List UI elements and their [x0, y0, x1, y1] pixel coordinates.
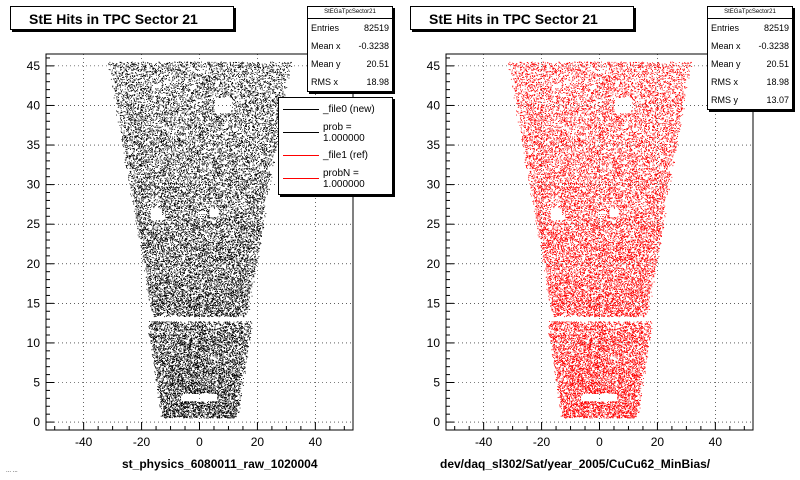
right-stats-row: Entries 82519 — [711, 23, 789, 33]
left-title: StE Hits in TPC Sector 21 — [10, 6, 234, 30]
left-y-tick-label: 30 — [27, 178, 41, 192]
left-x-tick-label: 40 — [309, 435, 323, 449]
right-y-tick-label: 15 — [427, 296, 441, 310]
right-y-tick-label: 5 — [433, 376, 440, 390]
right-stats-row: RMS x 18.98 — [711, 77, 789, 87]
left-y-tick-label: 25 — [27, 217, 41, 231]
right-y-tick-label: 35 — [427, 138, 441, 152]
right-plot: -40 -20 0 20 40 0 5 10 15 20 25 30 35 40 45 — [427, 53, 754, 449]
right-y-tick-label: 45 — [427, 59, 441, 73]
right-title: StE Hits in TPC Sector 21 — [410, 6, 634, 30]
right-hits — [508, 61, 693, 419]
left-x-tick-label: -20 — [133, 435, 151, 449]
left-y-tick-label: 0 — [33, 415, 40, 429]
right-x-tick-label: 20 — [651, 435, 665, 449]
right-x-tick-label: -20 — [533, 435, 551, 449]
right-y-tick-label: 0 — [433, 415, 440, 429]
left-stats-row: Mean x -0.3238 — [311, 41, 389, 51]
right-stats-name: StEGaTpcSector21 — [708, 7, 792, 19]
left-stats-row: Mean y 20.51 — [311, 59, 389, 69]
left-y-tick-label: 5 — [33, 376, 40, 390]
left-y-tick-label: 15 — [27, 296, 41, 310]
right-y-tick-label: 30 — [427, 178, 441, 192]
legend-entry: probN = 1.000000 — [279, 167, 392, 190]
footnote: ... ... — [6, 468, 18, 474]
right-y-tick-label: 10 — [427, 336, 441, 350]
right-stats-row: Mean x -0.3238 — [711, 41, 789, 51]
right-x-tick-label: -40 — [475, 435, 493, 449]
left-legend: _file0 (new) prob = 1.000000 _file1 (ref… — [278, 97, 393, 195]
left-x-tick-label: 20 — [251, 435, 265, 449]
left-hit-points — [108, 61, 293, 419]
left-stats-name: StEGaTpcSector21 — [308, 7, 392, 19]
left-y-tick-label: 40 — [27, 98, 41, 112]
right-panel: -40 -20 0 20 40 0 5 10 15 20 25 30 35 40 45 StE Hits i… — [400, 0, 800, 480]
right-stats-row: Mean y 20.51 — [711, 59, 789, 69]
left-stats-box: StEGaTpcSector21 Entries 82519 Mean x -0.3… — [307, 6, 393, 92]
right-x-tick-label: 0 — [596, 435, 603, 449]
right-x-tick-label: 40 — [709, 435, 723, 449]
right-y-tick-label: 40 — [427, 98, 441, 112]
legend-entry: _file1 (ref) — [279, 144, 392, 167]
left-x-axis-label: st_physics_6080011_raw_1020004 — [122, 457, 318, 471]
left-x-tick-label: 0 — [196, 435, 203, 449]
left-y-tick-label: 45 — [27, 59, 41, 73]
left-stats-row: Entries 82519 — [311, 23, 389, 33]
left-x-tick-label: -40 — [75, 435, 93, 449]
left-hits — [108, 61, 293, 419]
left-y-tick-label: 35 — [27, 138, 41, 152]
right-y-tick-label: 25 — [427, 217, 441, 231]
legend-entry: _file0 (new) — [279, 98, 392, 121]
right-stats-box: StEGaTpcSector21 Entries 82519 Mean x -0.3… — [707, 6, 793, 110]
right-x-axis-label: dev/daq_sl302/Sat/year_2005/CuCu62_MinBi… — [440, 457, 711, 471]
legend-entry: prob = 1.000000 — [279, 121, 392, 144]
right-stats-row: RMS y 13.07 — [711, 95, 789, 105]
left-y-tick-label: 10 — [27, 336, 41, 350]
right-hit-points — [508, 61, 693, 419]
left-y-tick-label: 20 — [27, 257, 41, 271]
left-panel: -40 -20 0 20 40 0 5 10 15 20 25 30 35 40 45 StE Hits i… — [10, 6, 393, 471]
left-stats-row: RMS x 18.98 — [311, 77, 389, 87]
right-y-tick-label: 20 — [427, 257, 441, 271]
